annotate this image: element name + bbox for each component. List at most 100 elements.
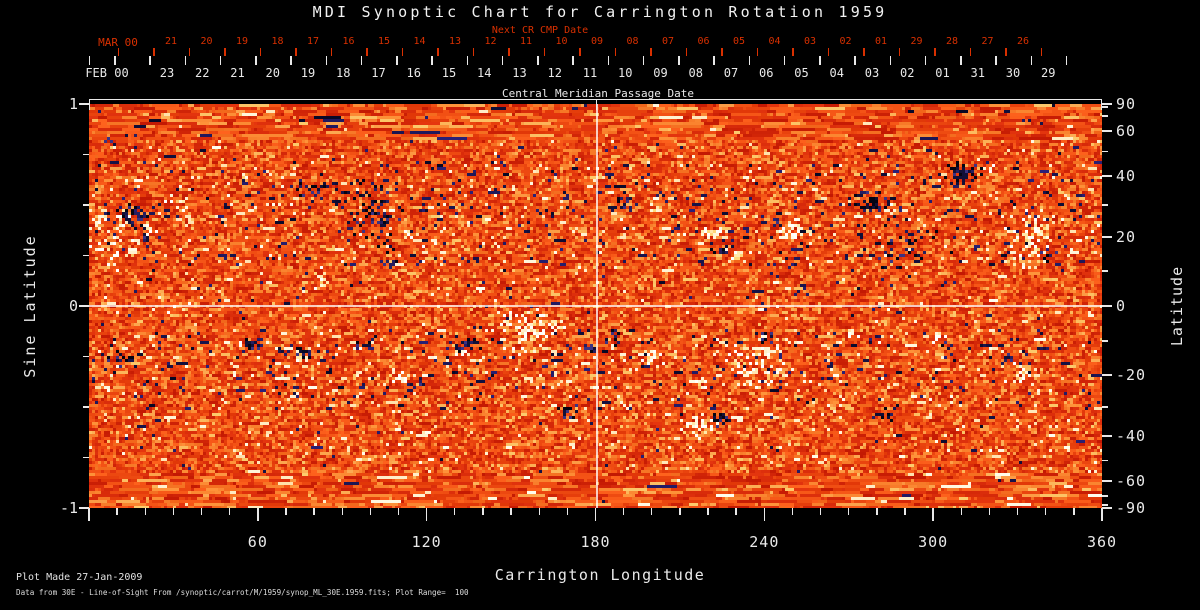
longitude-tick bbox=[257, 508, 259, 521]
next-cr-day-label: 16 bbox=[342, 36, 355, 47]
cmp-day-label: 29 bbox=[1041, 66, 1056, 80]
plot-top-tick bbox=[595, 99, 597, 110]
next-cr-tick bbox=[224, 48, 226, 56]
next-cr-tick bbox=[756, 48, 759, 56]
sine-latitude-tick bbox=[79, 507, 89, 509]
longitude-tick bbox=[510, 508, 512, 515]
cmp-day-tick bbox=[889, 56, 892, 65]
next-cr-tick bbox=[117, 48, 120, 56]
longitude-tick bbox=[932, 508, 934, 521]
cmp-day-label: 07 bbox=[723, 66, 739, 80]
sine-latitude-tick-label: 0 bbox=[68, 297, 78, 315]
next-cr-day-label: 17 bbox=[306, 36, 320, 47]
cmp-day-tick bbox=[396, 56, 398, 65]
sine-latitude-tick bbox=[83, 456, 89, 459]
next-cr-day-label: 18 bbox=[271, 36, 284, 47]
longitude-tick bbox=[848, 508, 850, 515]
cmp-day-label: 14 bbox=[477, 66, 492, 80]
longitude-tick bbox=[1073, 508, 1075, 515]
cmp-day-tick bbox=[1065, 56, 1068, 65]
next-cr-tick bbox=[508, 48, 510, 56]
latitude-tick bbox=[1102, 340, 1108, 342]
cmp-day-tick bbox=[642, 56, 645, 65]
next-cr-tick bbox=[437, 48, 439, 56]
longitude-tick bbox=[144, 508, 146, 515]
next-cr-day-label: 19 bbox=[235, 36, 249, 47]
latitude-tick-label: -20 bbox=[1116, 366, 1147, 385]
next-cr-day-label: 26 bbox=[1016, 36, 1030, 47]
next-cr-tick bbox=[472, 48, 475, 56]
next-cr-tick bbox=[827, 48, 830, 56]
cmp-day-tick bbox=[1030, 56, 1033, 65]
longitude-tick bbox=[679, 508, 681, 515]
latitude-tick bbox=[1102, 480, 1112, 482]
latitude-tick-label: -90 bbox=[1116, 499, 1147, 517]
longitude-tick bbox=[397, 508, 400, 515]
next-cr-day-label: 02 bbox=[839, 36, 852, 47]
longitude-tick bbox=[200, 508, 203, 515]
longitude-tick bbox=[791, 508, 794, 515]
sine-latitude-tick bbox=[83, 204, 89, 206]
longitude-tick bbox=[1016, 508, 1019, 515]
longitude-tick bbox=[594, 508, 597, 521]
longitude-tick bbox=[482, 508, 484, 515]
plot-top-tick bbox=[89, 99, 91, 110]
latitude-tick bbox=[1102, 270, 1108, 272]
cmp-day-label: 01 bbox=[935, 66, 950, 80]
longitude-tick bbox=[425, 508, 428, 521]
cmp-day-label: 09 bbox=[653, 66, 668, 80]
cmp-day-tick bbox=[466, 56, 469, 65]
next-cr-tick bbox=[295, 48, 297, 56]
next-cr-tick bbox=[650, 48, 652, 56]
next-cr-day-label: 07 bbox=[661, 36, 675, 47]
next-cr-day-label: 11 bbox=[519, 36, 533, 47]
longitude-tick-label: 60 bbox=[247, 533, 268, 551]
next-cr-tick bbox=[792, 48, 794, 56]
next-cr-day-label: 04 bbox=[768, 36, 781, 47]
cmp-day-tick bbox=[572, 56, 574, 65]
cmp-day-label: 18 bbox=[336, 66, 351, 80]
longitude-tick bbox=[285, 508, 287, 515]
next-cr-tick bbox=[614, 48, 617, 56]
latitude-tick bbox=[1102, 305, 1112, 307]
longitude-tick bbox=[763, 508, 766, 521]
next-cr-tick bbox=[188, 48, 191, 56]
cmp-day-tick bbox=[360, 56, 363, 65]
next-cr-day-label: 06 bbox=[697, 36, 710, 47]
next-cr-day-label: 08 bbox=[626, 36, 639, 47]
next-cr-day-label: 05 bbox=[732, 36, 746, 47]
cmp-day-label: 23 bbox=[159, 66, 175, 80]
latitude-tick bbox=[1102, 507, 1112, 509]
latitude-tick bbox=[1102, 175, 1112, 177]
next-cr-day-label: 12 bbox=[484, 36, 497, 47]
next-cr-tick bbox=[969, 48, 972, 56]
longitude-tick bbox=[651, 508, 653, 515]
longitude-tick-label: 360 bbox=[1086, 533, 1118, 551]
cmp-day-tick bbox=[607, 56, 610, 65]
sine-latitude-tick bbox=[83, 254, 89, 257]
cmp-day-tick bbox=[960, 56, 962, 65]
cmp-day-tick bbox=[219, 56, 222, 65]
cmp-day-label: 16 bbox=[406, 66, 421, 80]
latitude-tick bbox=[1102, 106, 1108, 108]
longitude-tick bbox=[228, 508, 231, 515]
cmp-day-label: 30 bbox=[1005, 66, 1021, 80]
left-axis-title: Sine Latitude bbox=[21, 234, 39, 378]
next-cr-tick bbox=[1040, 48, 1043, 56]
magnetogram-map bbox=[89, 104, 1102, 508]
latitude-tick bbox=[1102, 435, 1112, 437]
cmp-day-label: 10 bbox=[618, 66, 633, 80]
latitude-tick-label: 60 bbox=[1116, 122, 1137, 141]
latitude-tick-label: -40 bbox=[1116, 426, 1147, 445]
cmp-day-label: 05 bbox=[794, 66, 809, 80]
next-cr-tick bbox=[579, 48, 581, 56]
latitude-tick-label: 0 bbox=[1116, 297, 1127, 315]
next-cr-day-label: 03 bbox=[803, 36, 817, 47]
longitude-tick bbox=[116, 508, 118, 515]
cmp-day-label: 12 bbox=[547, 66, 562, 80]
cmp-day-tick bbox=[678, 56, 680, 65]
next-cr-day-label: 27 bbox=[981, 36, 994, 47]
cmp-day-tick bbox=[431, 56, 433, 65]
next-cr-day-label: 29 bbox=[910, 36, 923, 47]
